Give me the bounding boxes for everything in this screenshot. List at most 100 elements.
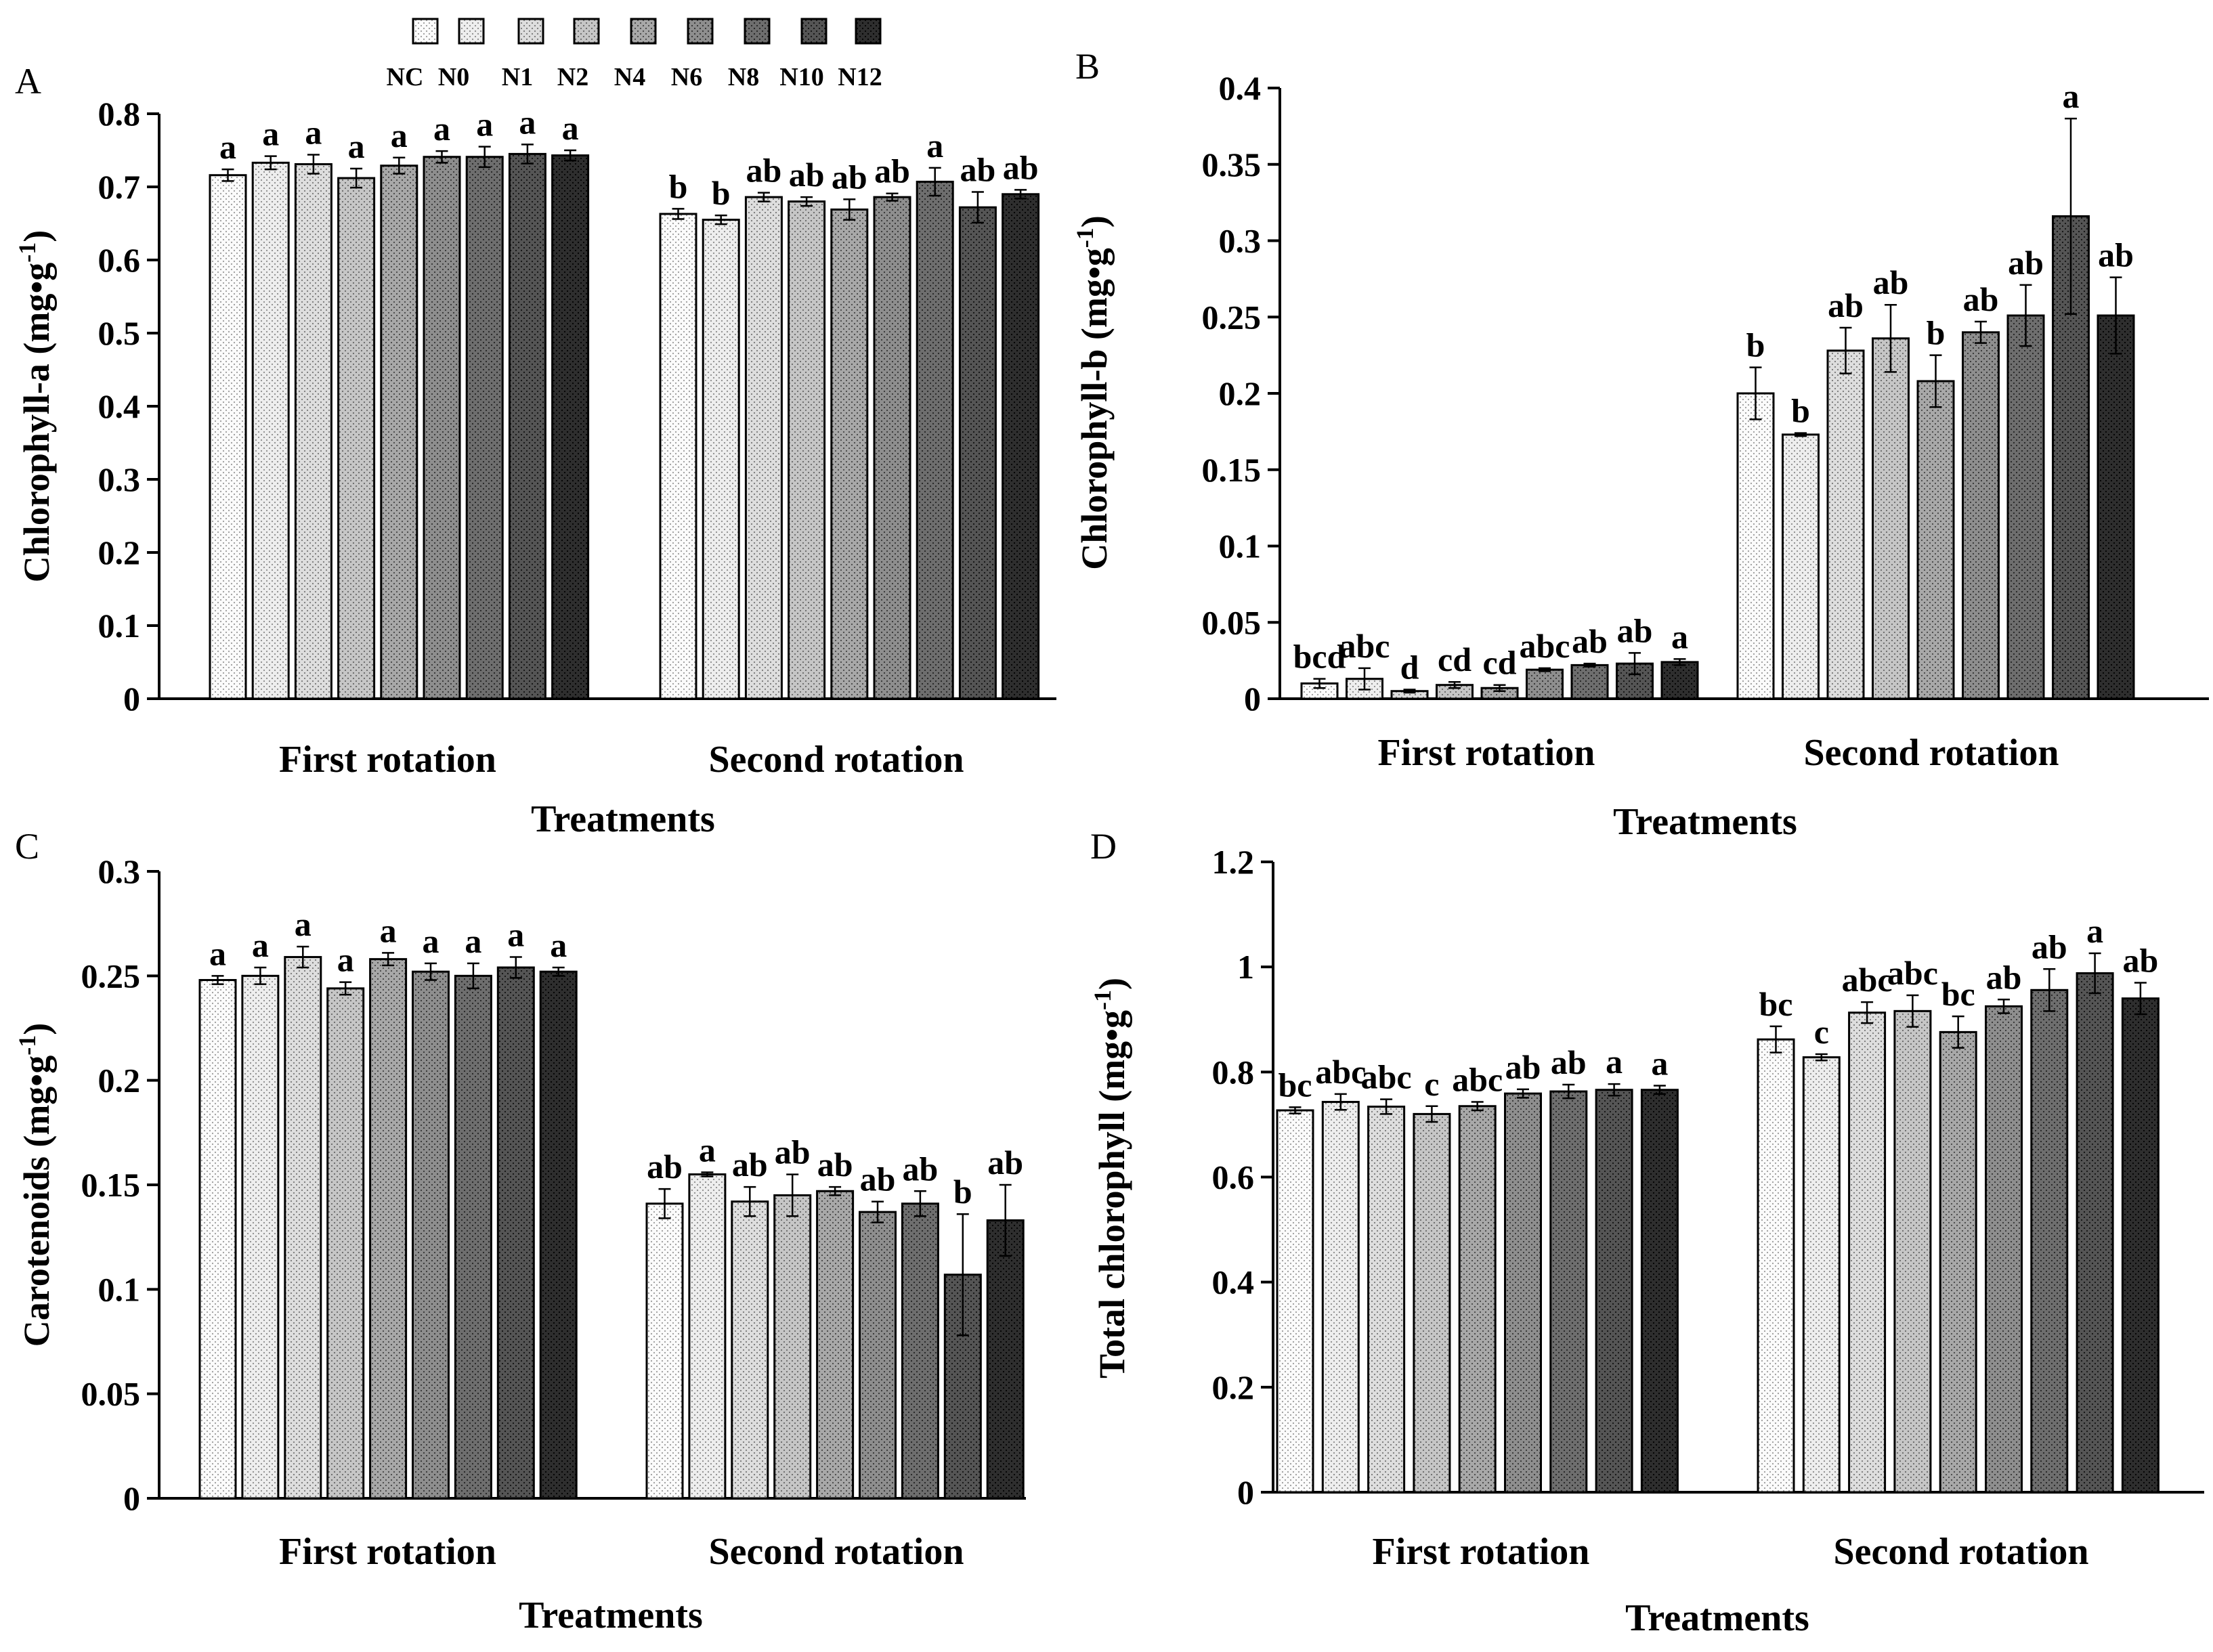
significance-letter: b bbox=[669, 167, 688, 205]
legend-swatch-n8 bbox=[744, 18, 771, 45]
bar-n6-second bbox=[859, 1211, 897, 1500]
bar-n10-first bbox=[508, 152, 546, 700]
y-tick-label: 0.35 bbox=[1202, 146, 1262, 183]
bar-n8-second bbox=[916, 180, 954, 700]
significance-letter: ab bbox=[817, 1146, 853, 1183]
significance-letter: abc bbox=[1887, 954, 1938, 992]
significance-letter: bc bbox=[1759, 985, 1793, 1023]
significance-letter: ab bbox=[987, 1144, 1023, 1181]
y-axis-label-superscript: -1 bbox=[1089, 990, 1116, 1010]
y-axis-label-end: ) bbox=[1074, 215, 1115, 227]
significance-letter: a bbox=[433, 110, 450, 148]
y-tick-label: 0.2 bbox=[1212, 1368, 1255, 1406]
bar-n12-first bbox=[1640, 1089, 1679, 1494]
bar-n12-second bbox=[986, 1219, 1025, 1500]
significance-letter: b bbox=[1927, 314, 1946, 352]
significance-letter: ab bbox=[2032, 928, 2067, 965]
bar-nc-first bbox=[209, 174, 247, 700]
bar-n0-second bbox=[702, 219, 740, 700]
y-tick-label: 0.1 bbox=[1219, 527, 1262, 565]
significance-letter: b bbox=[953, 1173, 972, 1211]
y-tick-label: 0.05 bbox=[81, 1375, 141, 1413]
significance-letter: a bbox=[507, 916, 524, 954]
significance-letter: a bbox=[305, 113, 322, 151]
bar-n6-first bbox=[423, 156, 461, 700]
panel-c: C 0 0.05 0.1 0.15 0.2 0.25 0.3 Carotenoids (mg•g… bbox=[14, 826, 1026, 1636]
y-tick-label: 1.2 bbox=[1212, 843, 1255, 881]
significance-letter: a bbox=[1651, 1045, 1668, 1083]
bar-nc-second bbox=[1757, 1038, 1795, 1494]
legend-swatch-n10 bbox=[800, 18, 828, 45]
category-label: First rotation bbox=[279, 1531, 496, 1573]
bar-n1-second bbox=[1848, 1012, 1887, 1494]
y-tick-label: 0.8 bbox=[98, 95, 141, 133]
y-tick-label: 0.6 bbox=[98, 241, 141, 279]
panel-d: D 0 0.2 0.4 0.6 0.8 1 1.2 Total chlorophyll (mg•… bbox=[1089, 826, 2204, 1639]
y-tick-label: 0.6 bbox=[1212, 1158, 1255, 1196]
y-tick-label: 0 bbox=[1237, 1473, 1254, 1511]
legend-swatch-n0 bbox=[458, 18, 485, 45]
y-tick-label: 0.4 bbox=[1219, 69, 1262, 107]
bar-n10-second bbox=[943, 1274, 982, 1500]
significance-letter: a bbox=[926, 127, 943, 165]
y-tick-label: 0.25 bbox=[1202, 298, 1262, 336]
bar-n10-first bbox=[1595, 1089, 1633, 1494]
y-tick-label: 0.15 bbox=[81, 1166, 141, 1204]
bar-n12-first bbox=[551, 154, 590, 700]
y-tick-label: 0.1 bbox=[98, 1270, 141, 1308]
y-tick-label: 0.3 bbox=[98, 460, 141, 498]
legend-label-n8: N8 bbox=[728, 63, 759, 91]
panel-a: A 0 0.1 0.2 0.3 0.4 0.5 0.6 0.7 0.8 Chlorophyll-a … bbox=[14, 61, 1056, 840]
significance-letter: ab bbox=[789, 156, 825, 194]
bar-n1-first bbox=[294, 163, 332, 700]
significance-letter: a bbox=[519, 103, 536, 141]
legend-label-n10: N10 bbox=[779, 63, 823, 91]
bar-n2-first bbox=[337, 177, 376, 700]
significance-letter: a bbox=[2086, 912, 2103, 950]
y-tick-label: 0.3 bbox=[98, 852, 141, 890]
significance-letter: a bbox=[348, 127, 365, 165]
bar-n10-second bbox=[958, 206, 997, 700]
category-label: First rotation bbox=[1378, 732, 1595, 774]
legend-label-n1: N1 bbox=[502, 63, 533, 91]
y-tick-label: 0 bbox=[123, 1479, 140, 1517]
significance-letter: cd bbox=[1483, 644, 1517, 682]
panel-letter: B bbox=[1075, 46, 1100, 87]
bar-n6-first bbox=[412, 970, 450, 1500]
bar-n4-first bbox=[369, 958, 408, 1500]
y-tick-label: 0.3 bbox=[1219, 222, 1262, 260]
x-axis-label: Treatments bbox=[531, 798, 715, 840]
bar-n2-second bbox=[1872, 337, 1910, 700]
significance-letter: a bbox=[380, 911, 397, 949]
significance-letter: ab bbox=[732, 1146, 768, 1183]
significance-letter: a bbox=[262, 115, 279, 153]
significance-letter: bcd bbox=[1293, 638, 1346, 676]
y-tick-label: 0.2 bbox=[98, 1062, 141, 1100]
significance-letter: a bbox=[252, 926, 269, 964]
bar-n4-first bbox=[380, 165, 418, 700]
significance-letter: b bbox=[712, 174, 731, 212]
category-label: Second rotation bbox=[709, 1531, 964, 1573]
bar-n0-second bbox=[1782, 433, 1820, 700]
significance-letter: ab bbox=[902, 1150, 938, 1188]
y-axis-label: Chlorophyll-a (mg•g-1) bbox=[14, 230, 57, 582]
bar-n1-second bbox=[731, 1200, 769, 1500]
y-axis-label-superscript: -1 bbox=[1071, 227, 1098, 248]
x-axis-label: Treatments bbox=[1613, 801, 1797, 843]
y-tick-label: 0.05 bbox=[1202, 603, 1262, 641]
y-axis-label-end: ) bbox=[1092, 978, 1132, 990]
bar-n8-second bbox=[901, 1202, 939, 1500]
bar-n12-second bbox=[2097, 314, 2135, 700]
bar-n4-second bbox=[1939, 1030, 1977, 1494]
significance-letter: abc bbox=[1452, 1061, 1503, 1099]
significance-letter: a bbox=[2063, 77, 2080, 115]
legend-swatch-n1 bbox=[517, 18, 544, 45]
y-axis-label: Total chlorophyll (mg•g-1) bbox=[1089, 978, 1132, 1378]
significance-letter: ab bbox=[1986, 958, 2022, 996]
x-axis-label: Treatments bbox=[1625, 1597, 1809, 1639]
legend-label-n6: N6 bbox=[671, 63, 702, 91]
y-tick-label: 0 bbox=[1244, 680, 1261, 718]
y-tick-label: 0.4 bbox=[98, 387, 141, 425]
bar-n2-second bbox=[788, 200, 826, 700]
y-tick-label: 0.5 bbox=[98, 314, 141, 352]
